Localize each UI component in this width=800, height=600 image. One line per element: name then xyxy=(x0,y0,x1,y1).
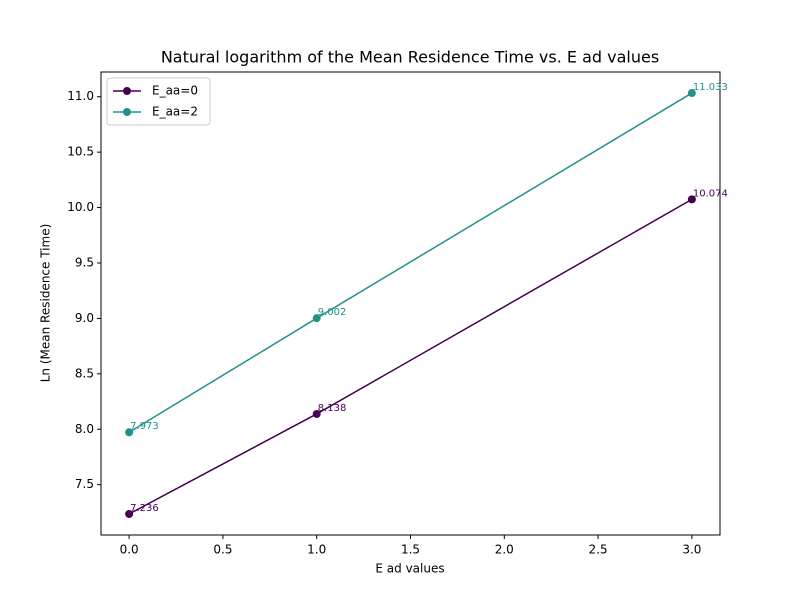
x-tick-label: 3.0 xyxy=(682,543,701,557)
plot-frame xyxy=(100,71,721,536)
data-point xyxy=(312,409,321,418)
y-tick-label: 11.0 xyxy=(67,89,94,103)
x-tick-label: 0.0 xyxy=(120,543,139,557)
data-label: 8.138 xyxy=(318,403,347,414)
y-tick-label: 8.0 xyxy=(75,422,94,436)
data-label: 10.074 xyxy=(693,188,728,199)
data-label: 11.033 xyxy=(693,82,728,93)
legend-marker xyxy=(123,108,131,116)
y-tick-label: 9.0 xyxy=(75,311,94,325)
legend-box xyxy=(106,77,211,126)
y-tick-label: 9.5 xyxy=(75,255,94,269)
x-tick-label: 1.0 xyxy=(307,543,326,557)
x-tick-label: 1.5 xyxy=(401,543,420,557)
y-tick-label: 7.5 xyxy=(75,477,94,491)
x-tick-label: 2.5 xyxy=(589,543,608,557)
data-point xyxy=(687,89,696,98)
legend-marker xyxy=(123,87,131,95)
data-point xyxy=(125,428,134,437)
data-point xyxy=(687,195,696,204)
legend-label: E_aa=2 xyxy=(152,105,198,119)
x-tick-label: 2.0 xyxy=(495,543,514,557)
data-label: 7.973 xyxy=(130,421,159,432)
y-tick-label: 10.5 xyxy=(67,145,94,159)
data-point xyxy=(125,509,134,518)
data-point xyxy=(312,314,321,323)
y-tick-label: 8.5 xyxy=(75,366,94,380)
x-tick-label: 0.5 xyxy=(213,543,232,557)
x-axis-label: E ad values xyxy=(375,562,444,576)
legend-label: E_aa=0 xyxy=(152,84,198,98)
y-tick-label: 10.0 xyxy=(67,200,94,214)
chart-title: Natural logarithm of the Mean Residence … xyxy=(161,48,659,67)
data-label: 9.002 xyxy=(318,307,347,318)
legend: E_aa=0 E_aa=2 xyxy=(106,77,211,126)
y-axis-label: Ln (Mean Residence Time) xyxy=(39,224,53,383)
data-label: 7.236 xyxy=(130,503,159,514)
